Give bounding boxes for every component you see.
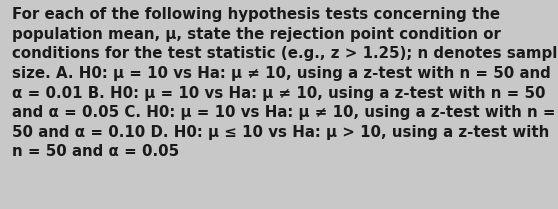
Text: For each of the following hypothesis tests concerning the
population mean, μ, st: For each of the following hypothesis tes… <box>12 7 558 159</box>
